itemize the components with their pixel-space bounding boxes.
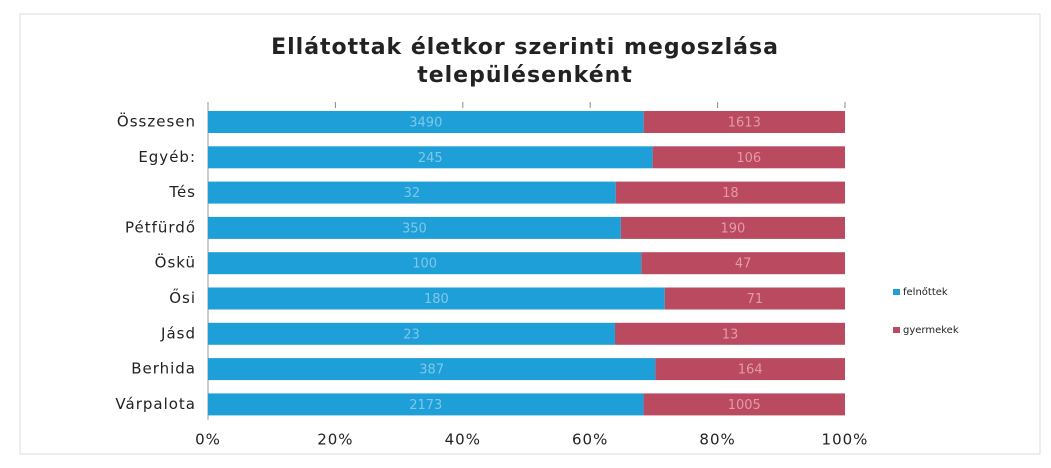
x-tick-label: 80% — [699, 431, 735, 449]
bar-segment — [208, 252, 642, 275]
data-label: 3490 — [409, 116, 442, 131]
bar-segment — [643, 111, 845, 133]
bar-segment — [208, 111, 644, 133]
data-label: 1005 — [728, 398, 761, 413]
category-label: Jásd — [160, 324, 196, 342]
category-label: Pétfürdő — [125, 218, 196, 236]
bar-segment — [652, 146, 845, 169]
bar-segment — [208, 181, 616, 204]
bar-segment — [620, 216, 845, 239]
legend-swatch — [893, 289, 900, 295]
chart-title: Ellátottak életkor szerinti megoszlása — [271, 35, 779, 60]
data-label: 164 — [738, 363, 763, 378]
category-label: Berhida — [131, 360, 196, 378]
data-label: 190 — [721, 221, 746, 236]
data-label: 387 — [419, 363, 444, 378]
data-label: 18 — [722, 186, 739, 201]
legend-swatch — [893, 327, 900, 333]
chart-title: településenként — [417, 63, 633, 88]
bar-segment — [208, 322, 615, 345]
data-label: 100 — [412, 257, 437, 272]
data-label: 350 — [402, 221, 427, 236]
x-tick-label: 40% — [445, 431, 481, 449]
bar-segment — [615, 181, 845, 204]
x-tick-label: 0% — [195, 431, 221, 449]
x-tick-label: 100% — [822, 431, 869, 449]
category-label: Tés — [168, 183, 196, 201]
category-label: Várpalota — [115, 395, 196, 413]
bar-segment — [208, 287, 665, 310]
category-label: Összesen — [117, 112, 196, 131]
data-label: 1613 — [728, 116, 761, 131]
category-label: Öskü — [155, 253, 196, 272]
chart-frame — [19, 13, 1041, 455]
legend-label: felnőttek — [903, 286, 948, 298]
category-label: Egyéb: — [138, 148, 196, 166]
data-label: 23 — [403, 327, 420, 342]
x-tick-label: 20% — [317, 431, 353, 449]
bar-segment — [208, 216, 621, 239]
bar-segment — [208, 358, 656, 381]
category-label: Ősi — [169, 287, 196, 307]
bar-segment — [208, 146, 653, 169]
data-label: 47 — [735, 257, 752, 272]
data-label: 71 — [747, 292, 764, 307]
data-label: 32 — [404, 186, 421, 201]
bar-segment — [664, 287, 845, 310]
data-label: 106 — [736, 151, 761, 166]
bar-segment — [208, 393, 644, 416]
bar-segment — [641, 252, 845, 275]
data-label: 13 — [722, 327, 739, 342]
bar-segment — [655, 358, 845, 381]
data-label: 245 — [418, 151, 443, 166]
data-label: 180 — [424, 292, 449, 307]
bar-segment — [614, 322, 845, 345]
bar-segment — [643, 393, 845, 416]
data-label: 2173 — [409, 398, 442, 413]
legend-label: gyermekek — [903, 325, 959, 336]
x-tick-label: 60% — [572, 431, 608, 449]
